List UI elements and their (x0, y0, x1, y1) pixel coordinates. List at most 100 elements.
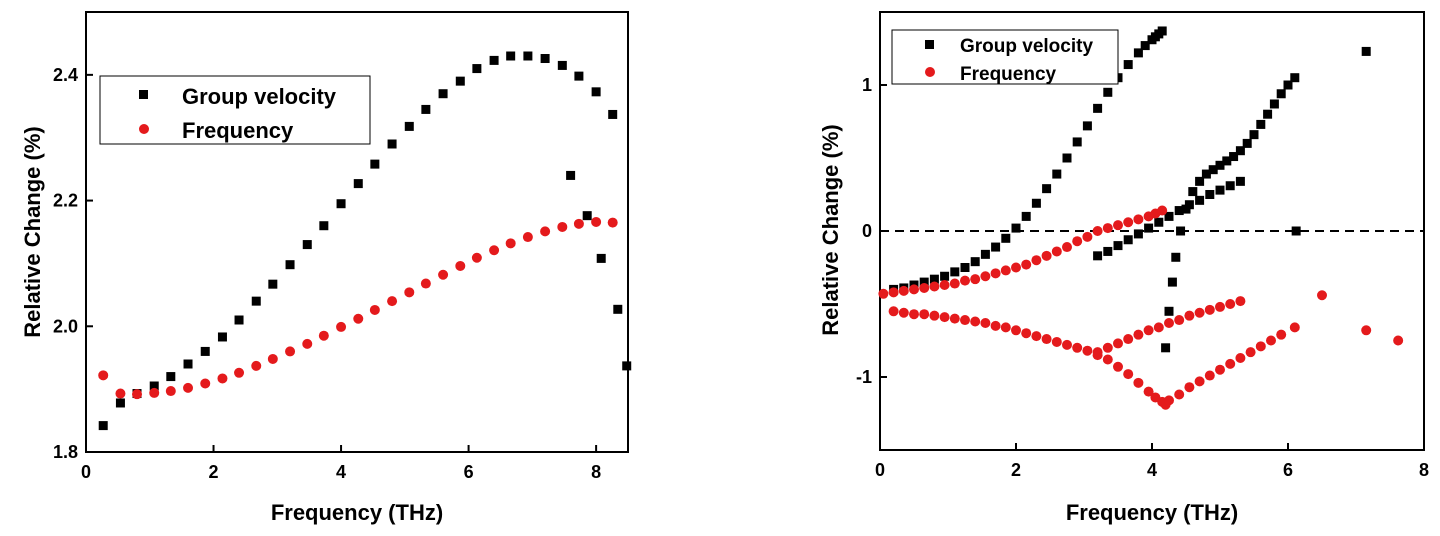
frequency-point (1225, 299, 1236, 309)
group-velocity-point (489, 55, 499, 65)
frequency-point (489, 245, 500, 256)
left-plot-frame (85, 11, 629, 453)
group-velocity-point (557, 60, 567, 70)
frequency-point (1133, 377, 1144, 388)
frequency-point (200, 378, 211, 389)
group-velocity-point (1042, 184, 1052, 194)
frequency-point (607, 217, 618, 228)
frequency-point (165, 386, 176, 397)
group-velocity-point (1174, 206, 1184, 216)
frequency-point (132, 389, 143, 400)
frequency-point (1113, 338, 1123, 349)
group-velocity-point (1263, 109, 1273, 119)
frequency-point (1011, 325, 1021, 336)
frequency-point (1153, 322, 1164, 333)
frequency-point (1361, 325, 1372, 336)
frequency-point (990, 320, 1001, 331)
group-velocity-point (574, 71, 584, 81)
group-velocity-point (980, 249, 990, 259)
group-velocity-point (1113, 241, 1123, 251)
frequency-point (1133, 214, 1144, 225)
group-velocity-point (1176, 226, 1186, 236)
frequency-point (1102, 354, 1113, 365)
group-velocity-point (1021, 211, 1031, 221)
group-velocity-point (1181, 204, 1191, 214)
frequency-point (1164, 395, 1174, 406)
frequency-point (557, 221, 568, 232)
y-tick-label: 1.8 (53, 442, 78, 462)
frequency-point (1255, 341, 1266, 352)
left-y-axis-label: Relative Change (%) (20, 126, 45, 338)
group-velocity-point (1283, 80, 1293, 90)
group-velocity-point (336, 199, 346, 209)
frequency-point (1317, 290, 1327, 301)
frequency-point (960, 315, 970, 326)
frequency-point (990, 268, 1001, 279)
group-velocity-point (1188, 187, 1198, 197)
group-velocity-point (1222, 156, 1232, 166)
frequency-point (369, 304, 380, 315)
legend-marker-circle (139, 124, 149, 134)
right-data-points (878, 26, 1404, 410)
frequency-point (929, 310, 940, 321)
left-ticks: 0 2 4 6 8 1.8 2.0 2.2 2.4 (53, 65, 601, 482)
group-velocity-point (1249, 130, 1259, 140)
frequency-point (1041, 334, 1052, 345)
group-velocity-point (404, 121, 414, 131)
group-velocity-point (591, 87, 601, 97)
frequency-point (251, 360, 262, 371)
group-velocity-point (1195, 195, 1205, 205)
frequency-point (1164, 317, 1174, 328)
group-velocity-point (1133, 48, 1143, 58)
group-velocity-point (622, 361, 632, 371)
group-velocity-point (319, 221, 329, 231)
group-velocity-point (234, 315, 244, 325)
group-velocity-point (1205, 190, 1215, 199)
frequency-point (1041, 250, 1052, 261)
frequency-point (909, 284, 919, 295)
frequency-point (540, 226, 551, 237)
x-tick-label: 8 (591, 462, 601, 482)
x-tick-label: 6 (1283, 460, 1293, 480)
group-velocity-point (217, 332, 227, 342)
x-tick-label: 4 (1147, 460, 1157, 480)
frequency-point (1204, 370, 1215, 381)
group-velocity-point (115, 398, 125, 408)
frequency-point (1393, 335, 1404, 346)
left-data-points (98, 51, 632, 431)
group-velocity-point (940, 271, 950, 281)
frequency-point (1102, 342, 1113, 353)
group-velocity-point (1133, 229, 1143, 239)
group-velocity-point (1269, 99, 1279, 109)
frequency-point (1062, 339, 1072, 350)
frequency-point (878, 288, 889, 299)
right-ticks: 0 2 4 6 8 -1 0 1 (856, 75, 1429, 480)
group-velocity-point (919, 277, 929, 287)
frequency-point (1215, 301, 1225, 312)
group-velocity-point (1103, 87, 1113, 97)
group-velocity-point (1242, 138, 1252, 148)
left-x-axis-label: Frequency (THz) (271, 500, 443, 525)
frequency-point (1102, 223, 1113, 234)
group-velocity-point (1093, 103, 1103, 113)
frequency-point (939, 312, 950, 323)
group-velocity-point (1195, 176, 1205, 186)
group-velocity-point (582, 211, 592, 221)
frequency-point (1072, 342, 1083, 353)
frequency-point (1011, 262, 1021, 273)
frequency-point (267, 353, 278, 364)
frequency-point (1092, 226, 1103, 236)
group-velocity-point (970, 257, 980, 267)
frequency-point (1082, 345, 1093, 356)
group-velocity-point (166, 372, 176, 382)
group-velocity-point (1361, 46, 1371, 56)
group-velocity-point (1011, 223, 1021, 233)
group-velocity-point (183, 359, 193, 369)
group-velocity-point (566, 170, 576, 180)
frequency-point (1123, 217, 1134, 228)
x-tick-label: 2 (1011, 460, 1021, 480)
right-y-axis-label: Relative Change (%) (818, 124, 843, 336)
group-velocity-point (1144, 223, 1154, 233)
frequency-point (285, 346, 296, 357)
group-velocity-point (540, 54, 550, 64)
